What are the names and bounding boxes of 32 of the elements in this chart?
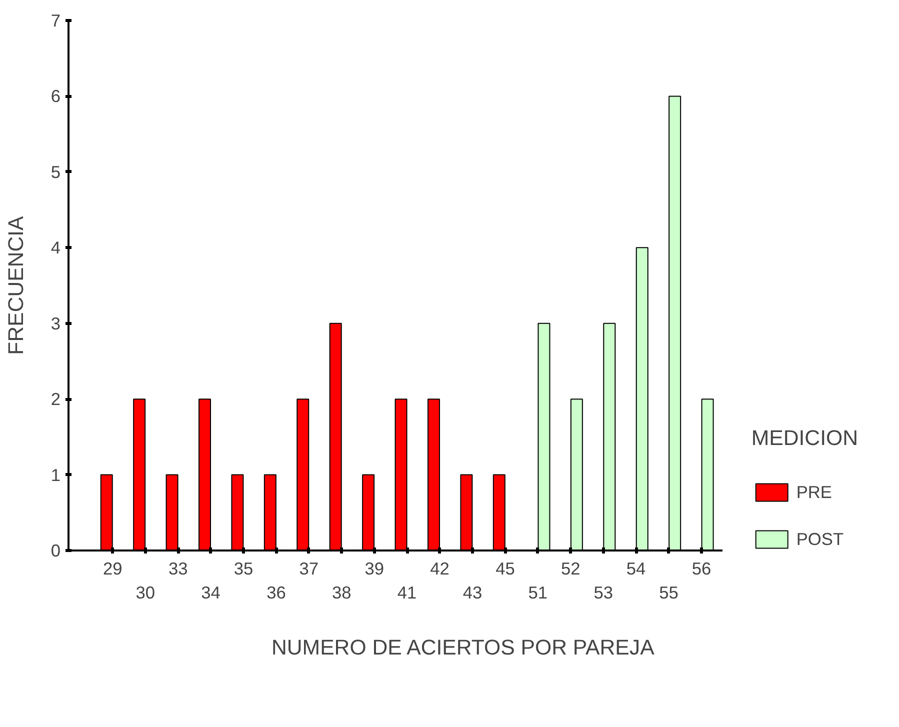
y-axis-title: FRECUENCIA xyxy=(4,215,28,355)
y-tick-label: 4 xyxy=(50,238,61,258)
y-tick-label: 7 xyxy=(50,10,61,30)
x-tick-label: 45 xyxy=(496,558,515,578)
x-tick-label: 30 xyxy=(136,582,156,602)
x-tick-label: 39 xyxy=(364,558,384,578)
x-tick-label: 51 xyxy=(528,582,548,602)
y-tick-label: 6 xyxy=(50,86,61,106)
x-tick-label: 37 xyxy=(299,558,319,578)
x-tick-label: 33 xyxy=(168,558,188,578)
x-tick-label: 52 xyxy=(560,558,580,578)
x-tick-label: 54 xyxy=(626,558,646,578)
x-axis-title: NUMERO DE ACIERTOS POR PAREJA xyxy=(272,636,656,660)
legend-label: POST xyxy=(796,528,844,550)
x-tick-label: 36 xyxy=(266,582,286,602)
x-tick-label: 29 xyxy=(103,558,122,578)
y-tick-label: 2 xyxy=(50,389,61,410)
y-tick-label: 3 xyxy=(50,313,61,334)
x-tick-label: 34 xyxy=(201,582,221,602)
x-tick-label: 41 xyxy=(397,582,417,602)
x-tick-label: 42 xyxy=(430,558,450,578)
legend-label: PRE xyxy=(796,482,832,502)
y-tick-label: 0 xyxy=(50,540,61,560)
x-tick-label: 56 xyxy=(692,558,712,578)
x-tick-label: 38 xyxy=(332,582,352,602)
x-tick-label: 55 xyxy=(659,582,678,602)
y-tick-label: 1 xyxy=(50,464,61,485)
y-tick-label: 5 xyxy=(50,162,61,182)
x-tick-label: 43 xyxy=(462,582,482,602)
legend-title: MEDICION xyxy=(751,426,858,451)
x-tick-label: 35 xyxy=(234,558,254,578)
x-tick-label: 53 xyxy=(594,582,613,602)
